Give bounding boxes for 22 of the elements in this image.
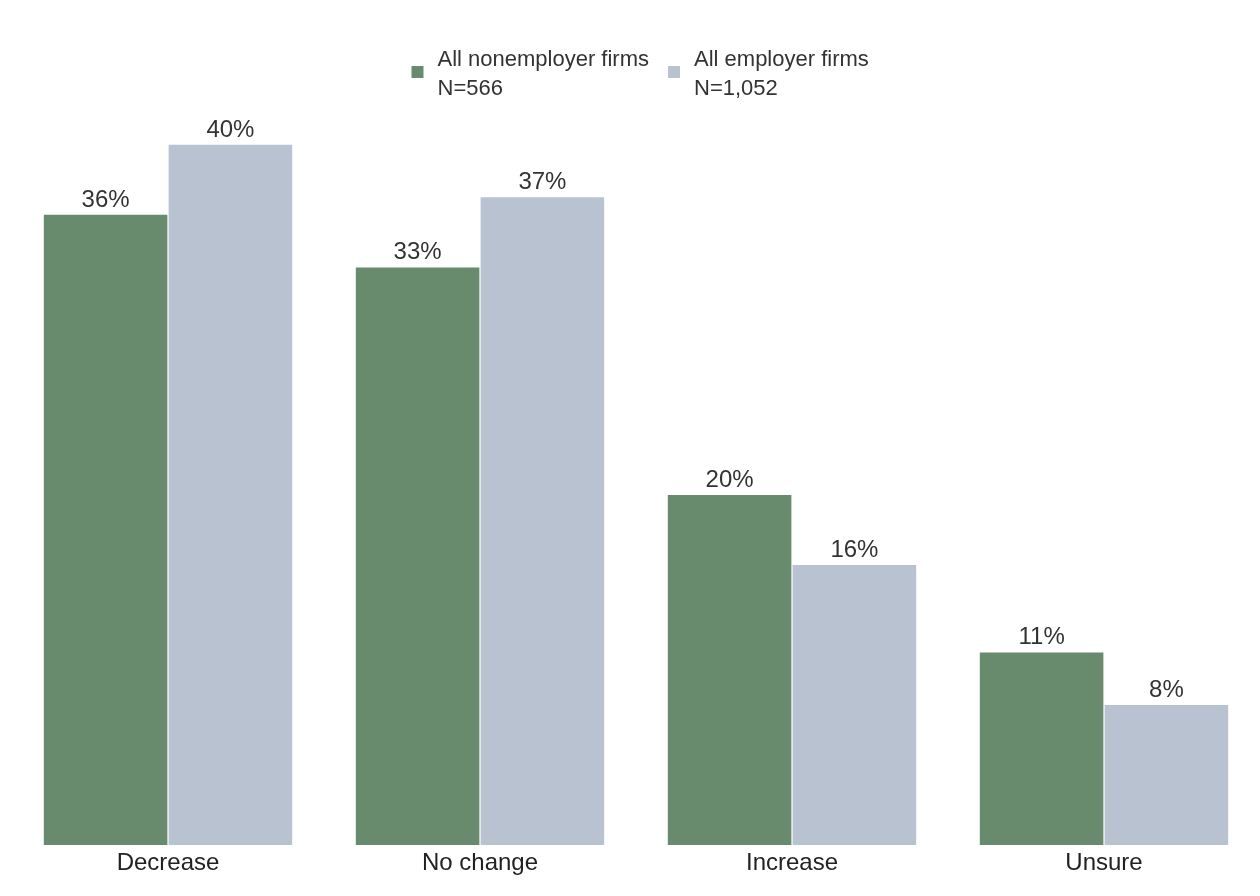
bar (667, 494, 792, 845)
x-tick-label: Unsure (1065, 848, 1143, 875)
bar (979, 652, 1104, 845)
bar (43, 214, 168, 845)
data-label: 33% (393, 237, 442, 265)
data-label: 20% (705, 464, 754, 492)
data-label: 36% (81, 184, 130, 212)
data-label: 37% (518, 167, 567, 195)
data-label: 16% (830, 534, 879, 562)
legend-label: All nonemployer firms N=566 (437, 46, 650, 100)
bar (168, 144, 293, 845)
x-tick-label: Increase (745, 848, 839, 875)
x-tick-label: Decrease (116, 848, 220, 875)
bar (1104, 704, 1229, 845)
bar (355, 267, 480, 845)
bar (792, 564, 917, 845)
data-label: 8% (1149, 674, 1184, 702)
x-tick-label: No change (421, 848, 539, 875)
bar (480, 197, 605, 845)
data-label: 11% (1018, 622, 1065, 650)
data-label: 40% (206, 114, 255, 142)
legend-label: All employer firms N=1,052 (694, 46, 869, 100)
